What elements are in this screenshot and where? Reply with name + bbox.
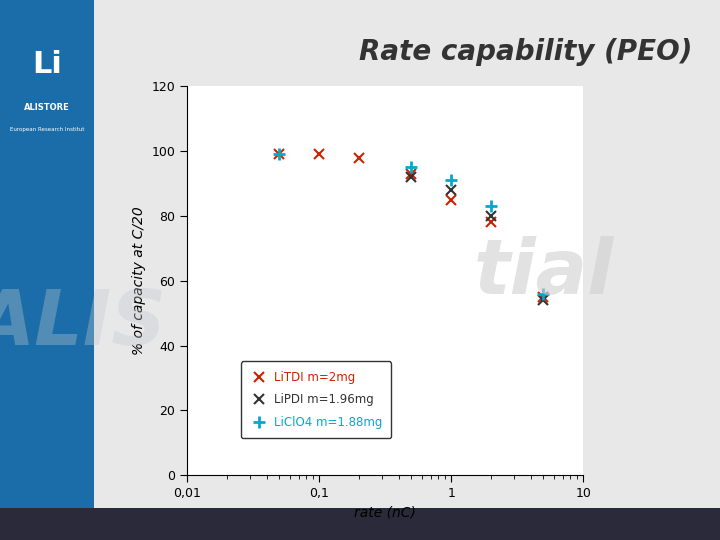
Y-axis label: % of capacity at C/20: % of capacity at C/20 <box>132 206 146 355</box>
Line: LiTDI m=2mg: LiTDI m=2mg <box>274 150 549 302</box>
LiPDI m=1.96mg <box>447 187 456 193</box>
LiClO4 m=1.88mg <box>275 151 284 158</box>
LiPDI m=1.96mg <box>407 174 415 180</box>
Line: LiClO4 m=1.88mg: LiClO4 m=1.88mg <box>273 148 549 300</box>
Text: ALIS: ALIS <box>0 287 168 361</box>
LiTDI m=2mg <box>447 197 456 203</box>
Text: Li: Li <box>32 50 62 79</box>
Line: LiPDI m=1.96mg: LiPDI m=1.96mg <box>407 172 549 305</box>
LiTDI m=2mg <box>315 151 323 158</box>
LiClO4 m=1.88mg <box>407 164 415 171</box>
LiTDI m=2mg <box>355 154 364 161</box>
LiTDI m=2mg <box>539 294 548 300</box>
LiClO4 m=1.88mg <box>487 203 495 210</box>
Text: tial: tial <box>474 236 613 310</box>
Text: Rate capability (PEO): Rate capability (PEO) <box>359 38 693 66</box>
LiTDI m=2mg <box>275 151 284 158</box>
LiTDI m=2mg <box>407 171 415 177</box>
LiClO4 m=1.88mg <box>539 291 548 297</box>
LiPDI m=1.96mg <box>487 213 495 219</box>
Legend: LiTDI m=2mg, LiPDI m=1.96mg, LiClO4 m=1.88mg: LiTDI m=2mg, LiPDI m=1.96mg, LiClO4 m=1.… <box>240 361 392 438</box>
X-axis label: rate (nC): rate (nC) <box>354 505 416 519</box>
LiClO4 m=1.88mg <box>447 177 456 184</box>
LiTDI m=2mg <box>487 219 495 226</box>
Text: European Research Institut: European Research Institut <box>9 127 84 132</box>
Text: ALISTORE: ALISTORE <box>24 104 70 112</box>
LiPDI m=1.96mg <box>539 297 548 303</box>
